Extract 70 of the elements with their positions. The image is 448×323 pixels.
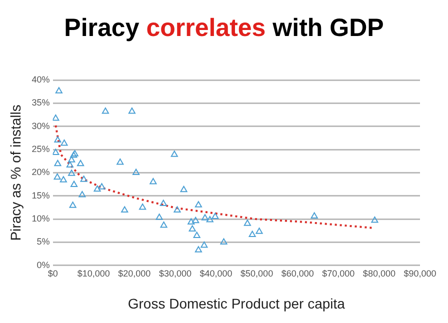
point xyxy=(80,176,88,182)
y-tick-label: 15% xyxy=(32,190,50,200)
point xyxy=(55,87,62,94)
point xyxy=(188,225,196,232)
point xyxy=(54,160,62,166)
point xyxy=(102,108,109,114)
x-tick-label: $20,000 xyxy=(118,268,151,278)
x-tick-label: $70,000 xyxy=(322,268,355,278)
point xyxy=(174,206,181,212)
y-tick-label: 10% xyxy=(32,214,50,224)
point xyxy=(188,218,195,225)
point xyxy=(160,200,167,206)
x-tick-label: $10,000 xyxy=(77,268,110,278)
line-series xyxy=(54,124,373,229)
point xyxy=(206,216,214,222)
point xyxy=(212,212,219,219)
point xyxy=(194,201,202,208)
point xyxy=(193,232,200,238)
point xyxy=(116,158,124,165)
point xyxy=(200,241,208,248)
point xyxy=(68,156,76,162)
point xyxy=(244,220,251,226)
point xyxy=(156,214,163,220)
point xyxy=(371,216,378,223)
point xyxy=(150,178,157,184)
point xyxy=(60,140,68,146)
point xyxy=(256,228,263,234)
point xyxy=(68,170,76,176)
point xyxy=(54,173,61,180)
x-tick-label: $40,000 xyxy=(200,268,232,278)
x-tick-label: $80,000 xyxy=(362,268,396,278)
point xyxy=(52,114,60,121)
point xyxy=(194,246,202,252)
x-tick-label: $0 xyxy=(48,268,58,278)
point xyxy=(132,168,140,175)
point xyxy=(160,222,168,228)
point xyxy=(170,150,178,157)
point xyxy=(98,183,106,190)
point xyxy=(248,230,256,238)
y-tick-label: 5% xyxy=(36,236,50,247)
point xyxy=(77,160,84,166)
point xyxy=(69,202,76,208)
y-tick-label: 0% xyxy=(36,260,50,270)
y-tick-label: 35% xyxy=(32,98,50,108)
x-axis-title: Gross Domestic Product per capita xyxy=(128,295,346,312)
chart-title: Piracy correlates with GDP xyxy=(64,14,384,42)
x-tick-label: $60,000 xyxy=(281,268,314,278)
y-tick-label: 20% xyxy=(32,167,50,178)
point xyxy=(121,206,128,212)
y-tick-label: 25% xyxy=(32,144,50,154)
point xyxy=(201,214,209,220)
x-tick-label: $90,000 xyxy=(404,268,436,278)
x-tick-label: $30,000 xyxy=(158,268,192,278)
point xyxy=(94,185,101,192)
y-tick-label: 30% xyxy=(32,120,50,131)
point xyxy=(54,136,62,143)
point xyxy=(70,180,78,187)
point xyxy=(66,161,74,168)
point xyxy=(310,212,318,219)
y-tick-label: 40% xyxy=(32,74,50,84)
x-tick-label: $50,000 xyxy=(240,268,274,278)
point xyxy=(128,108,136,114)
point xyxy=(52,148,60,156)
y-axis-title: Piracy as % of installs xyxy=(7,104,24,241)
point xyxy=(220,238,228,244)
point xyxy=(180,186,188,192)
point xyxy=(78,190,86,198)
point xyxy=(192,216,200,224)
point xyxy=(139,203,146,210)
point xyxy=(60,176,67,182)
